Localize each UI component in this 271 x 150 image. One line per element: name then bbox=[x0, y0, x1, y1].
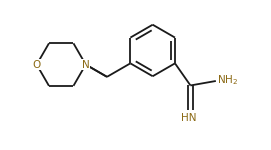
Text: NH$_2$: NH$_2$ bbox=[217, 73, 238, 87]
Text: HN: HN bbox=[182, 113, 197, 123]
Text: N: N bbox=[82, 60, 90, 70]
Text: O: O bbox=[33, 60, 41, 70]
